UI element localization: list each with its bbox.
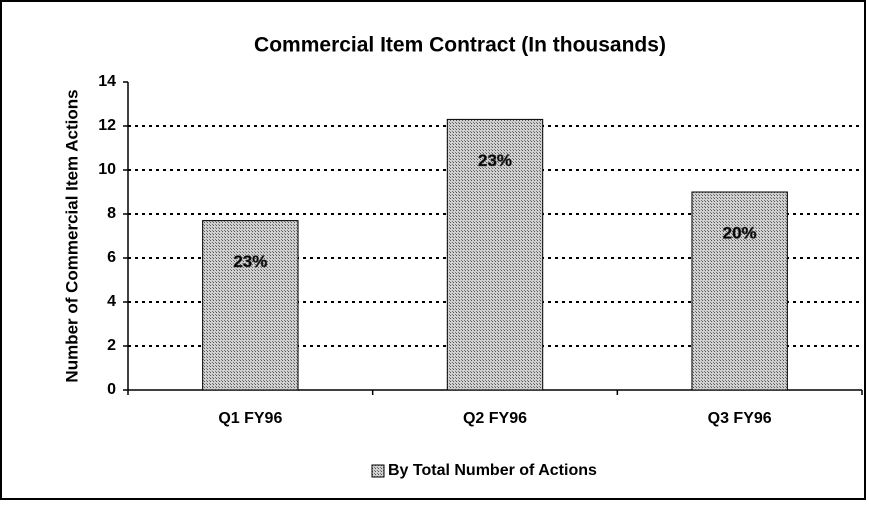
y-tick-label: 6 <box>107 249 116 266</box>
bar <box>446 118 544 391</box>
legend-label: By Total Number of Actions <box>388 462 597 479</box>
bar-annotation: 23% <box>233 252 267 271</box>
bar <box>202 220 299 391</box>
x-tick-label: Q3 FY96 <box>708 410 772 427</box>
y-tick-label: 10 <box>98 161 116 178</box>
bar <box>691 191 788 391</box>
x-tick-label: Q2 FY96 <box>463 410 527 427</box>
legend-swatch <box>371 464 385 478</box>
y-tick-label: 14 <box>98 73 116 90</box>
y-tick-label: 0 <box>107 381 116 398</box>
y-tick-label: 8 <box>107 205 116 222</box>
y-tick-label: 12 <box>98 117 116 134</box>
y-axis-label: Number of Commercial Item Actions <box>62 89 81 382</box>
y-tick-label: 2 <box>107 337 116 354</box>
chart-title: Commercial Item Contract (In thousands) <box>254 34 666 57</box>
x-tick-label: Q1 FY96 <box>218 410 282 427</box>
bar-annotation: 20% <box>723 223 757 242</box>
bar-annotation: 23% <box>478 151 512 170</box>
y-tick-label: 4 <box>107 293 116 310</box>
